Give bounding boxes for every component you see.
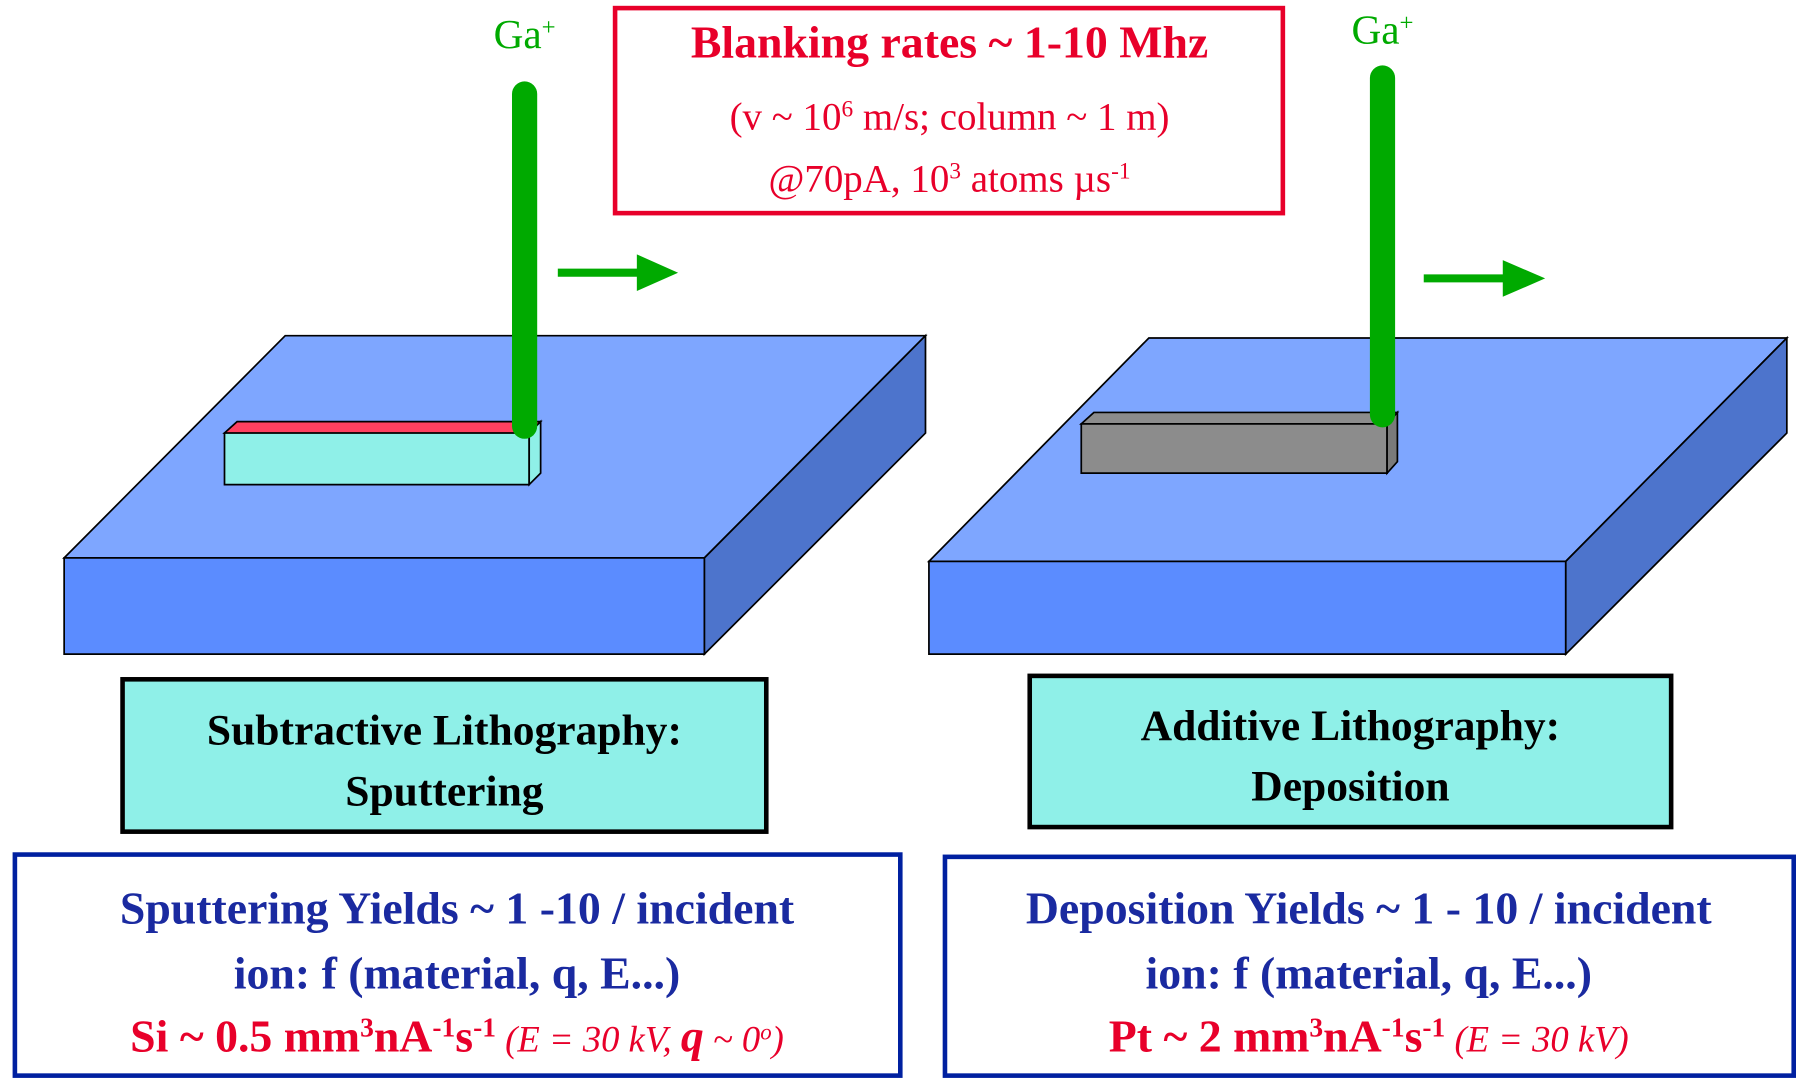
text-run: ion: f (material, q, E...): [234, 948, 680, 999]
text-run: nA: [374, 1011, 433, 1062]
text-line: Deposition Yields ~ 1 - 10 / incident: [1026, 882, 1713, 933]
text-run: Deposition Yields ~ 1 - 10 / incident: [1026, 882, 1713, 933]
text-run: nA: [1323, 1011, 1382, 1062]
text-line: (v ~ 106 m/s; column ~ 1 m): [730, 96, 1170, 139]
text-line: Sputtering Yields ~ 1 -10 / incident: [120, 882, 795, 933]
text-line: Ga+: [1351, 7, 1413, 53]
text-run: 6: [841, 97, 853, 123]
text-run: Si ~ 0.5 mm: [130, 1011, 360, 1062]
text-run: -1: [1111, 158, 1130, 184]
text-run: s: [455, 1011, 473, 1062]
deposit-top: [1081, 412, 1397, 423]
text-run: Ga: [1351, 7, 1399, 53]
text-run: -1: [1422, 1013, 1445, 1043]
text-line: Pt ~ 2 mm3nA-1s-1 (E = 30 kV): [1109, 1011, 1629, 1062]
slab-front: [929, 561, 1566, 654]
label-text: Sputtering: [345, 767, 544, 815]
deposit-front: [1081, 424, 1387, 473]
text-run: -1: [432, 1013, 455, 1043]
text-run: 3: [1309, 1013, 1323, 1043]
text-run: -1: [1382, 1013, 1405, 1043]
text-run: atoms µs: [961, 157, 1111, 200]
trench-top: [225, 422, 541, 433]
arrow-head: [1503, 260, 1545, 297]
text-run: (E = 30 kV,: [496, 1019, 681, 1060]
text-line: ion: f (material, q, E...): [234, 948, 680, 999]
text-run: 3: [949, 158, 961, 184]
text-line: Si ~ 0.5 mm3nA-1s-1 (E = 30 kV, q ~ 0o): [130, 1011, 784, 1062]
text-run: o: [760, 1019, 771, 1044]
text-run: ion: f (material, q, E...): [1146, 948, 1592, 999]
label-text: Subtractive Lithography:: [207, 707, 682, 755]
text-run: +: [1400, 9, 1414, 36]
label-text: Additive Lithography:: [1141, 702, 1561, 750]
text-run: (E = 30 kV): [1445, 1019, 1628, 1060]
slab-front: [64, 558, 704, 654]
text-run: +: [542, 14, 556, 41]
text-run: @70pA, 10: [769, 157, 950, 200]
arrow-head: [637, 254, 678, 291]
text-run: q: [681, 1011, 704, 1062]
label-text: Deposition: [1251, 763, 1449, 811]
text-run: Ga: [494, 11, 542, 57]
text-line: Ga+: [494, 11, 556, 57]
text-line: Blanking rates ~ 1-10 Mhz: [691, 16, 1208, 67]
trench-front: [225, 433, 530, 485]
text-run: Sputtering Yields ~ 1 -10 / incident: [120, 882, 795, 933]
text-run: -1: [473, 1013, 496, 1043]
text-run: m/s; column ~ 1 m): [853, 96, 1169, 139]
text-run: (v ~ 10: [730, 96, 842, 139]
text-run: 3: [360, 1013, 374, 1043]
text-run: Pt ~ 2 mm: [1109, 1011, 1310, 1062]
text-line: ion: f (material, q, E...): [1146, 948, 1592, 999]
text-run: Blanking rates ~ 1-10 Mhz: [691, 16, 1208, 67]
text-run: ~ 0: [704, 1019, 760, 1060]
text-run: s: [1405, 1011, 1423, 1062]
text-run: ): [770, 1019, 784, 1060]
diagram: Ga+Ga+Blanking rates ~ 1-10 Mhz(v ~ 106 …: [0, 0, 1796, 1078]
